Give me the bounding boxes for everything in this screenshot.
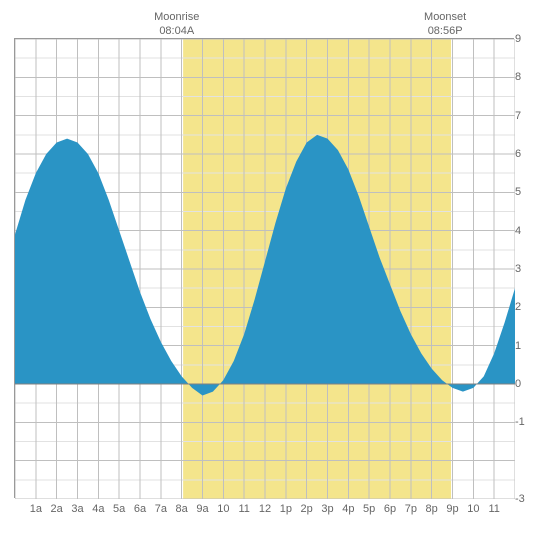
x-tick-label: 2a xyxy=(51,503,63,515)
y-tick-label: 0 xyxy=(515,378,529,390)
x-tick-label: 1p xyxy=(280,503,292,515)
moonset-label: Moonset 08:56P xyxy=(424,10,466,39)
x-tick-label: 10 xyxy=(217,503,229,515)
x-tick-label: 2p xyxy=(301,503,313,515)
x-tick-label: 8a xyxy=(176,503,188,515)
x-tick-label: 9p xyxy=(446,503,458,515)
x-tick-label: 4a xyxy=(92,503,104,515)
x-tick-label: 4p xyxy=(342,503,354,515)
y-tick-label: -1 xyxy=(515,416,529,428)
y-tick-label: 7 xyxy=(515,110,529,122)
x-tick-label: 11 xyxy=(488,503,499,515)
y-tick-label: 8 xyxy=(515,71,529,83)
x-tick-label: 9a xyxy=(196,503,208,515)
moonset-time: 08:56P xyxy=(428,25,463,37)
x-tick-label: 3a xyxy=(71,503,83,515)
x-tick-label: 7a xyxy=(155,503,167,515)
x-tick-label: 5a xyxy=(113,503,125,515)
moonset-title: Moonset xyxy=(424,11,466,23)
y-tick-label: 9 xyxy=(515,33,529,45)
tide-chart: Moonrise 08:04A Moonset 08:56P -3-101234… xyxy=(10,10,540,540)
x-tick-label: 8p xyxy=(426,503,438,515)
x-tick-label: 6p xyxy=(384,503,396,515)
plot-area: -3-101234567891a2a3a4a5a6a7a8a9a1011121p… xyxy=(14,38,514,498)
moonrise-title: Moonrise xyxy=(154,11,199,23)
x-tick-label: 10 xyxy=(467,503,479,515)
y-tick-label: -3 xyxy=(515,493,529,505)
y-tick-label: 2 xyxy=(515,301,529,313)
moonrise-time: 08:04A xyxy=(159,25,194,37)
y-tick-label: 1 xyxy=(515,340,529,352)
x-tick-label: 12 xyxy=(259,503,271,515)
x-tick-label: 7p xyxy=(405,503,417,515)
chart-svg xyxy=(15,39,515,499)
x-tick-label: 5p xyxy=(363,503,375,515)
y-tick-label: 5 xyxy=(515,186,529,198)
y-tick-label: 3 xyxy=(515,263,529,275)
y-tick-label: 4 xyxy=(515,225,529,237)
x-tick-label: 1a xyxy=(30,503,42,515)
y-tick-label: 6 xyxy=(515,148,529,160)
x-tick-label: 3p xyxy=(321,503,333,515)
x-tick-label: 11 xyxy=(238,503,249,515)
x-tick-label: 6a xyxy=(134,503,146,515)
moonrise-label: Moonrise 08:04A xyxy=(154,10,199,39)
